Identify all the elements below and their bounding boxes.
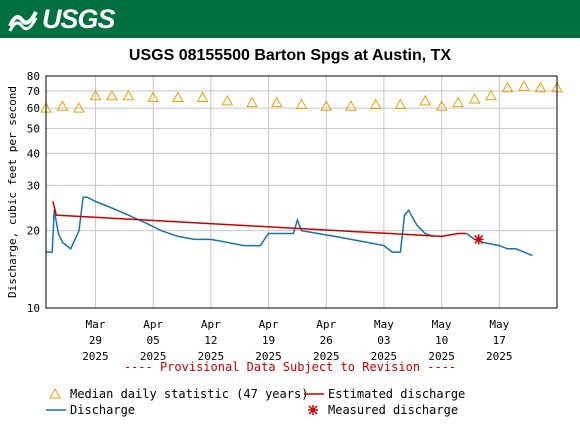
provisional-note: ---- Provisional Data Subject to Revisio…	[124, 360, 456, 374]
median-marker	[89, 89, 102, 101]
x-tick-label: 2025	[486, 350, 513, 363]
usgs-logo-text: USGS	[42, 3, 116, 34]
median-marker	[320, 100, 333, 111]
x-tick-label: Mar	[86, 318, 106, 331]
median-marker	[345, 100, 357, 111]
plot-frame	[45, 75, 558, 309]
x-axis: Mar 29 2025 Apr 05 2025 Apr 12 2025 Apr 19 2025 Apr 2…	[82, 318, 512, 363]
median-marker	[246, 96, 258, 108]
y-tick-label: 50	[27, 122, 40, 135]
usgs-banner: USGS	[0, 0, 580, 38]
legend-label: Estimated discharge	[328, 387, 465, 401]
x-tick-label: May	[432, 318, 452, 331]
median-marker	[147, 91, 159, 102]
median-marker	[534, 81, 547, 93]
median-marker	[122, 89, 135, 101]
median-marker	[501, 81, 514, 93]
median-marker	[56, 100, 69, 111]
x-tick-label: May	[489, 318, 509, 331]
x-tick-label: 2025	[428, 350, 455, 363]
legend-label: Measured discharge	[328, 403, 458, 417]
chart-title: USGS 08155500 Barton Spgs at Austin, TX	[129, 47, 452, 64]
median-marker	[73, 102, 85, 113]
x-tick-label: 29	[89, 334, 102, 347]
x-tick-label: 2025	[82, 350, 109, 363]
median-marker	[270, 96, 283, 108]
median-marker	[452, 96, 464, 108]
y-tick-label: 40	[27, 147, 40, 160]
series-layer	[40, 80, 563, 257]
y-tick-label: 60	[27, 102, 40, 115]
series-line	[52, 201, 467, 238]
x-tick-label: 10	[435, 334, 448, 347]
x-tick-label: 2025	[313, 350, 340, 363]
median-marker	[518, 80, 530, 91]
x-tick-label: 2025	[198, 350, 225, 363]
x-tick-label: 2025	[255, 350, 282, 363]
x-tick-label: May	[374, 318, 394, 331]
x-tick-label: Apr	[316, 318, 336, 331]
x-tick-label: Apr	[259, 318, 279, 331]
x-tick-label: 03	[377, 334, 390, 347]
median-marker	[106, 89, 118, 101]
median-marker	[435, 100, 448, 111]
x-tick-label: 12	[204, 334, 217, 347]
hydrograph-chart: USGS 08155500 Barton Spgs at Austin, TX …	[6, 47, 563, 417]
y-tick-label: 10	[27, 302, 40, 315]
median-marker	[419, 94, 431, 106]
median-marker	[295, 98, 308, 109]
x-tick-label: 2025	[140, 350, 167, 363]
x-tick-label: 17	[493, 334, 506, 347]
x-tick-label: 19	[262, 334, 275, 347]
x-tick-label: 05	[147, 334, 160, 347]
median-marker	[468, 93, 481, 104]
grid	[46, 75, 557, 309]
y-axis-label: Discharge, cubic feet per second	[6, 86, 19, 298]
median-marker	[485, 89, 497, 101]
x-tick-label: Apr	[201, 318, 221, 331]
legend-swatch	[308, 405, 318, 415]
median-marker	[369, 98, 382, 109]
median-marker	[394, 98, 407, 109]
series-line	[46, 196, 434, 253]
usgs-wave-icon	[8, 11, 38, 32]
y-tick-label: 70	[27, 85, 40, 98]
legend-swatch	[49, 387, 61, 399]
measured-marker	[473, 234, 484, 245]
x-tick-label: 2025	[371, 350, 398, 363]
legend: Median daily statistic (47 years) Estimat…	[46, 387, 465, 417]
x-tick-label: Apr	[143, 318, 163, 331]
legend-label: Discharge	[70, 403, 135, 417]
legend-label: Median daily statistic (47 years)	[70, 387, 308, 401]
median-marker	[196, 91, 209, 102]
y-axis: 10 20 30 40 50 60 70 80	[27, 70, 40, 315]
usgs-logo: USGS	[8, 3, 116, 34]
y-tick-label: 20	[27, 225, 40, 238]
median-marker	[221, 94, 234, 106]
y-tick-label: 30	[27, 179, 40, 192]
y-tick-label: 80	[27, 70, 40, 83]
median-marker	[172, 91, 184, 102]
x-tick-label: 26	[320, 334, 333, 347]
